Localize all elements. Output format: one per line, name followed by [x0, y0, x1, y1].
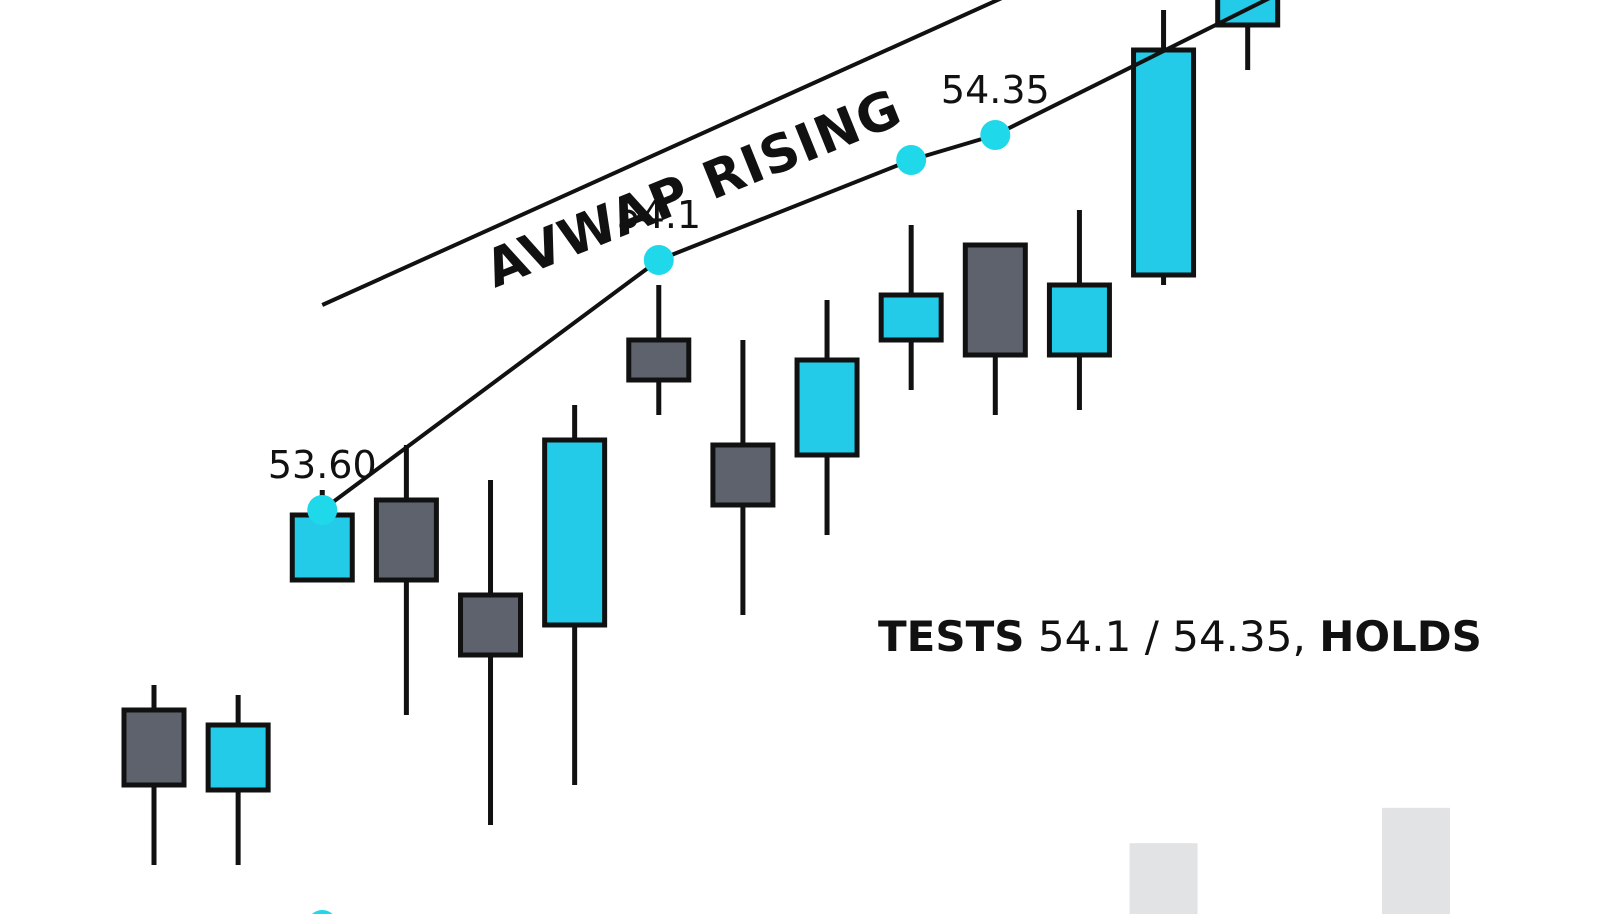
candle-body	[794, 357, 860, 458]
candle	[373, 445, 439, 715]
candle	[289, 490, 355, 583]
candle-body	[710, 442, 776, 508]
avwap-marker	[980, 120, 1011, 150]
candle	[626, 285, 692, 415]
candle-body	[1046, 282, 1112, 358]
note-prefix: TESTS	[878, 612, 1025, 661]
candle-body	[373, 497, 439, 583]
price-labels: 53.60 54.1 54.35	[268, 68, 1050, 487]
candle	[962, 242, 1028, 415]
candle	[878, 225, 944, 390]
avwap-trend-line	[321, 0, 1003, 307]
candle-body	[1215, 0, 1281, 28]
avwap-price-label: 54.1	[616, 193, 701, 237]
candle	[458, 480, 524, 825]
avwap-banner: AVWAP RISING	[477, 78, 910, 300]
candle	[121, 685, 187, 865]
candle-body	[1131, 47, 1197, 278]
tests-note: TESTS 54.1 / 54.35, HOLDS	[878, 612, 1482, 661]
candle	[1046, 210, 1112, 410]
candle-body	[542, 437, 608, 628]
anchor-marker	[312, 910, 333, 914]
avwap-marker	[307, 495, 338, 525]
candle-body	[962, 242, 1028, 358]
avwap-price-label: 53.60	[268, 443, 377, 487]
candle-body	[205, 722, 271, 793]
volume-bar	[1129, 843, 1198, 914]
candle-body	[878, 292, 944, 343]
volume-bar	[1381, 807, 1450, 914]
note-values: 54.1 / 54.35,	[1038, 612, 1306, 661]
candle-body	[458, 592, 524, 658]
avwap-markers	[307, 120, 1011, 914]
avwap-marker	[896, 145, 927, 175]
candle	[1215, 0, 1281, 70]
candle-body	[121, 707, 187, 788]
avwap-marker	[643, 245, 674, 275]
candle-body	[626, 337, 692, 383]
candle	[710, 340, 776, 615]
volume-bars	[1129, 807, 1450, 914]
candle	[542, 405, 608, 785]
candle-body	[289, 512, 355, 583]
candle	[794, 300, 860, 535]
candle	[205, 695, 271, 865]
note-suffix: HOLDS	[1319, 612, 1482, 661]
candlesticks	[121, 0, 1281, 865]
avwap-price-label: 54.35	[941, 68, 1050, 112]
